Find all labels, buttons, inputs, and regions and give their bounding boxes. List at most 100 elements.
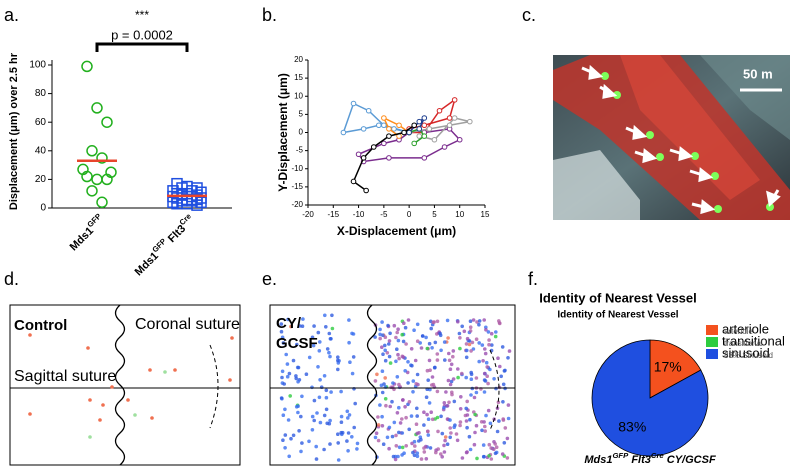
cell-dot [406,360,410,364]
cell-dot [396,338,401,343]
legend-label: transitional [722,333,785,348]
cell-dot [458,346,462,351]
cell-dot [422,446,426,450]
cell-dot [346,449,350,453]
cell-dot [312,418,317,423]
y-tick-label: -5 [296,146,304,155]
point [86,145,98,157]
cell-dot [431,382,436,387]
y-tick-label: 60 [35,117,47,128]
diagram-frame [9,304,241,466]
cell-dot [442,443,446,448]
cell-dot [327,350,331,355]
panel-label: b. [262,5,277,25]
x-tick-label: -10 [353,210,365,219]
cell-dot [317,395,322,400]
diagram-label: Control [14,317,67,334]
cell-dot [324,407,329,412]
cell-dot [506,403,511,407]
text-part: Mds1 [584,454,612,466]
cell-dot [435,415,440,420]
x-tick-label: -15 [328,210,340,219]
x-tick-label: Mds1GFP [65,211,107,253]
cell-dot [316,365,320,369]
coronal-suture [114,304,126,466]
y-tick-label: 0 [299,128,304,137]
cell-dot [501,382,506,387]
track-point [365,107,372,114]
cell-dot [501,418,506,422]
point [101,173,113,186]
track-point [355,151,362,158]
cell-dot [481,359,485,363]
chart-subtitle: Identity of Nearest Vessel [557,310,678,321]
diagram-label: GCSF [276,335,318,352]
cell-dot [393,457,398,462]
cell-dot [488,421,493,426]
cell-dot [506,416,511,421]
cell-dot [494,330,498,334]
cell-dot [464,342,469,346]
cell-dot [322,447,326,452]
cell-dot [449,362,454,367]
cell-dot [411,390,415,394]
cell-dot [483,424,487,429]
y-tick-label: 15 [294,73,303,82]
cell-dot [443,358,447,362]
cell-dot [424,395,429,400]
cell-dot [379,383,384,388]
legend-overlay: 83% Sinusoid [724,351,773,360]
cell-dot [373,379,378,383]
cell-dot [392,323,397,328]
cell-dot [345,439,349,443]
point [91,102,103,114]
cell-dot [422,423,426,427]
cell-dot [431,320,436,325]
cell-dot [468,325,473,330]
cell-dot [456,375,460,380]
cell-dot [433,340,438,345]
cell-dot [485,374,490,379]
cell-dot [397,445,402,450]
cell-dot [279,322,284,326]
cell-dot [474,390,479,395]
cell-dot [503,426,508,430]
cell-dot [494,445,499,450]
cell-dot [402,451,406,456]
cell-dot [406,318,411,322]
track-point [416,126,423,132]
cell-dot [404,415,408,420]
cell-dot [455,438,460,443]
cell-dot [348,360,352,365]
scale-label: 50 m [743,66,773,81]
track-point [441,144,448,150]
cell-dot [446,378,451,383]
cell-dot [422,410,426,415]
track-point [421,133,428,139]
cell-dot [492,440,496,444]
cell-dot [422,450,427,454]
cell-dot [397,356,401,361]
cell-dot [468,447,473,452]
cell-dot [388,404,393,409]
diagram-frame [269,304,516,466]
cell-dot [428,446,433,450]
cell-dot [281,413,286,418]
cell-dot [353,401,358,406]
cell-dot [465,336,470,341]
cell-dot [281,341,286,345]
dashed-arc [209,344,219,429]
cell-dot [484,413,488,418]
track-point [381,122,387,129]
point [81,170,93,183]
cell-dot [430,417,435,422]
cell-dot [380,369,385,374]
cell-dot [425,346,430,351]
cell-dot [449,379,454,384]
point [86,185,98,197]
cell-dot [384,403,388,408]
point [195,196,207,209]
cell-dot [285,362,290,366]
cell-dot [336,355,340,360]
cell-dot [500,345,505,349]
